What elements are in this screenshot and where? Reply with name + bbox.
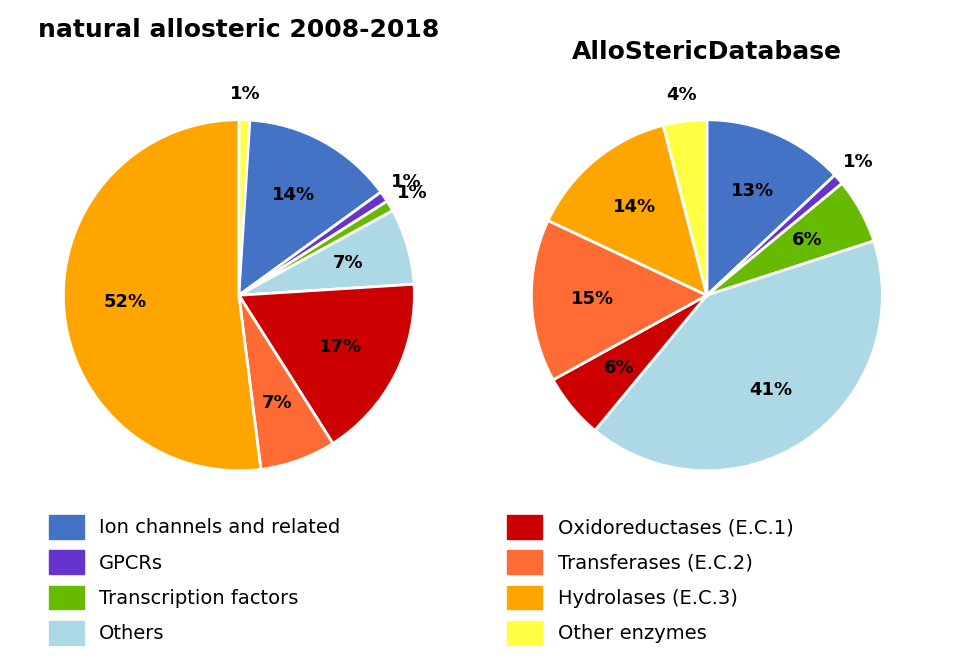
Wedge shape — [239, 119, 250, 295]
Wedge shape — [707, 119, 835, 295]
Text: 13%: 13% — [730, 182, 774, 199]
Text: 1%: 1% — [230, 85, 260, 103]
Text: 6%: 6% — [604, 359, 635, 377]
Text: 14%: 14% — [272, 187, 315, 204]
Text: 17%: 17% — [319, 338, 362, 356]
Text: 7%: 7% — [262, 394, 292, 411]
Wedge shape — [595, 241, 882, 471]
Wedge shape — [663, 119, 707, 295]
Wedge shape — [239, 120, 381, 295]
Text: 4%: 4% — [666, 86, 697, 104]
Wedge shape — [239, 295, 332, 469]
Wedge shape — [239, 201, 393, 295]
Text: 52%: 52% — [103, 293, 146, 311]
Legend: Oxidoreductases (E.C.1), Transferases (E.C.2), Hydrolases (E.C.3), Other enzymes: Oxidoreductases (E.C.1), Transferases (E… — [497, 505, 803, 655]
Wedge shape — [239, 192, 387, 295]
Title: natural allosteric 2008-2018: natural allosteric 2008-2018 — [38, 18, 440, 42]
Wedge shape — [707, 175, 842, 295]
Text: 1%: 1% — [843, 153, 874, 171]
Text: 6%: 6% — [792, 231, 822, 250]
Text: 1%: 1% — [397, 183, 428, 201]
Wedge shape — [548, 125, 707, 295]
Wedge shape — [239, 285, 414, 444]
Wedge shape — [707, 183, 874, 295]
Wedge shape — [63, 119, 261, 471]
Wedge shape — [553, 295, 707, 431]
Title: AlloStericDatabase: AlloStericDatabase — [572, 40, 841, 64]
Text: 41%: 41% — [750, 380, 793, 399]
Wedge shape — [531, 221, 707, 380]
Text: 1%: 1% — [391, 173, 421, 191]
Wedge shape — [239, 211, 414, 295]
Text: 14%: 14% — [612, 199, 656, 216]
Text: 15%: 15% — [571, 290, 614, 308]
Text: 7%: 7% — [333, 254, 364, 272]
Legend: Ion channels and related, GPCRs, Transcription factors, Others: Ion channels and related, GPCRs, Transcr… — [39, 505, 350, 655]
